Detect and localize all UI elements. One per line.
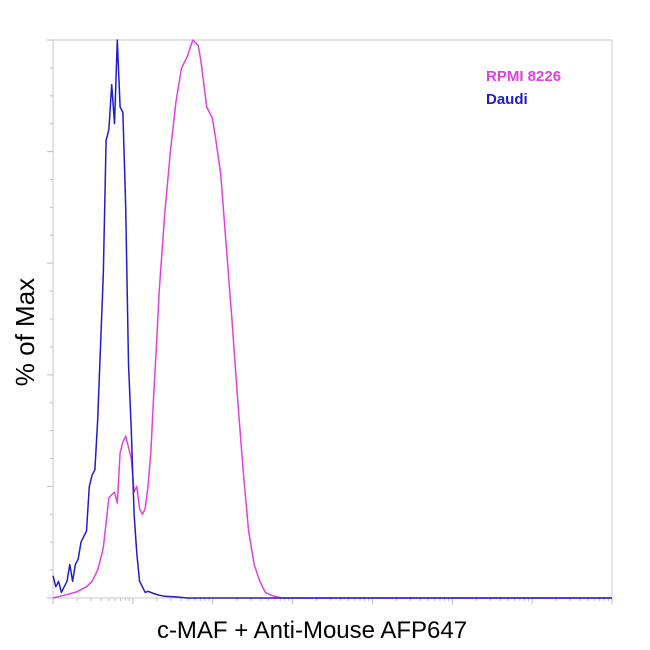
legend-entry-daudi: Daudi <box>486 91 528 108</box>
x-axis-label: c-MAF + Anti-Mouse AFP647 <box>157 617 467 644</box>
legend-entry-rpmi-8226: RPMI 8226 <box>486 68 561 85</box>
series-layer <box>52 39 612 599</box>
series-line-rpmi-8226 <box>52 39 612 599</box>
y-axis-label: % of Max <box>10 278 40 386</box>
plot-frame <box>52 39 613 599</box>
series-line-daudi <box>52 39 612 599</box>
legend: RPMI 8226 Daudi <box>486 68 561 108</box>
axis-ticks <box>47 39 613 604</box>
